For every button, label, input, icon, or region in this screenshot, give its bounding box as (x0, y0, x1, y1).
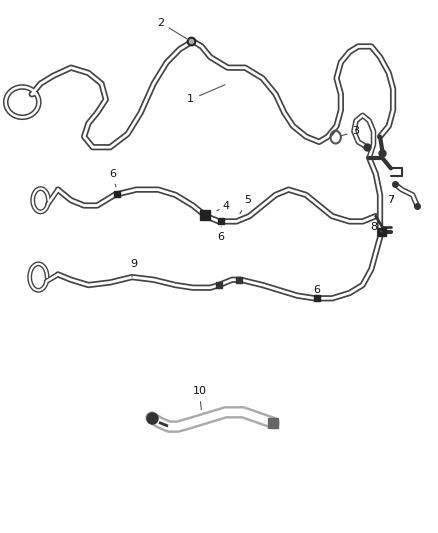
Text: 6: 6 (109, 169, 116, 187)
Text: 9: 9 (131, 259, 138, 277)
Text: 2: 2 (157, 18, 188, 40)
Text: 6: 6 (218, 227, 225, 243)
Text: 6: 6 (314, 285, 321, 298)
Text: 8: 8 (370, 222, 382, 232)
Text: 7: 7 (387, 195, 395, 205)
Text: 5: 5 (240, 195, 251, 214)
Text: 1: 1 (187, 85, 225, 104)
Text: 10: 10 (192, 386, 206, 409)
Text: 3: 3 (341, 126, 360, 136)
Text: 4: 4 (217, 200, 229, 211)
